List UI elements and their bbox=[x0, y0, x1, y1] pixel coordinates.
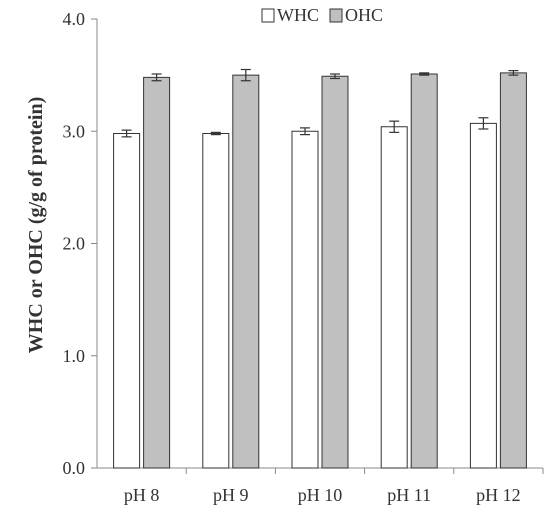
legend: WHC OHC bbox=[261, 5, 383, 25]
bar-whc bbox=[291, 130, 319, 469]
x-tick-label: pH 9 bbox=[213, 485, 249, 505]
y-tick-label: 0.0 bbox=[63, 458, 86, 478]
y-tick-label: 2.0 bbox=[63, 234, 86, 254]
y-tick-label: 1.0 bbox=[63, 346, 86, 366]
legend-label-whc: WHC bbox=[277, 5, 319, 25]
bar-whc bbox=[202, 132, 230, 469]
bar-ohc bbox=[321, 75, 349, 469]
bar-whc bbox=[469, 122, 497, 469]
legend-swatch-ohc bbox=[329, 8, 343, 23]
bar-ohc bbox=[143, 76, 171, 469]
legend-label-ohc: OHC bbox=[345, 5, 383, 25]
plot-area: 0.0 1.0 2.0 3.0 4.0 pH 8 pH 9 pH 10 pH 11 pH 12 bbox=[63, 9, 544, 505]
y-tick-label: 4.0 bbox=[63, 9, 86, 29]
y-tick-label: 3.0 bbox=[63, 121, 86, 141]
legend-swatch-whc bbox=[261, 8, 275, 23]
bar-whc bbox=[113, 132, 141, 469]
bar-ohc bbox=[232, 74, 260, 469]
x-tick-label: pH 12 bbox=[476, 485, 521, 505]
x-tick-label: pH 8 bbox=[124, 485, 160, 505]
bar-ohc bbox=[499, 72, 527, 469]
x-tick-label: pH 10 bbox=[298, 485, 343, 505]
x-tick-label: pH 11 bbox=[387, 485, 431, 505]
bar-ohc bbox=[410, 73, 438, 469]
bar-whc bbox=[380, 126, 408, 469]
y-axis-title: WHC or OHC (g/g of protein) bbox=[25, 97, 47, 353]
